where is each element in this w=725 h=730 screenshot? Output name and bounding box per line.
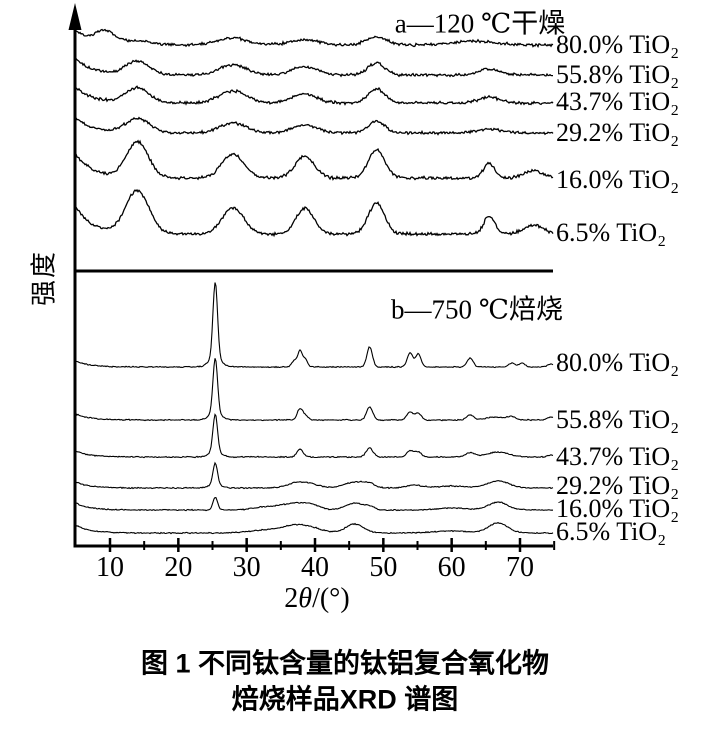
x-tick-label-3: 40 — [300, 552, 329, 583]
theta-symbol: θ — [298, 583, 313, 614]
x-tick-label-5: 60 — [437, 552, 466, 583]
series-label-b-0: 80.0% TiO₂ — [556, 348, 680, 377]
y-axis-arrow-icon — [68, 3, 82, 30]
xrd-curve-a-2 — [75, 85, 554, 106]
xrd-curve-b-1 — [75, 358, 554, 422]
figure-caption-line1: 图 1 不同钛含量的钛铝复合氧化物 — [140, 648, 550, 679]
x-tick-label-4: 50 — [369, 552, 398, 583]
series-label-a-1: 55.8% TiO₂ — [556, 60, 680, 89]
figure-caption-line2: 焙烧样品XRD 谱图 — [231, 684, 459, 715]
series-label-b-2: 43.7% TiO₂ — [556, 442, 680, 471]
xrd-curve-a-0 — [75, 28, 554, 49]
series-label-a-2: 43.7% TiO₂ — [556, 87, 680, 116]
xrd-curve-a-1 — [75, 58, 553, 78]
panel-a-title: a—120 ℃干燥 — [394, 8, 566, 39]
xrd-curve-b-0 — [75, 282, 554, 369]
x-tick-label-6: 70 — [505, 552, 534, 583]
x-tick-label-1: 20 — [164, 552, 193, 583]
x-tick-label-2: 30 — [232, 552, 261, 583]
x-axis-title: 2θ/(°) — [284, 583, 349, 615]
xrd-curve-a-3 — [75, 116, 554, 136]
xrd-curve-b-5 — [75, 521, 554, 535]
xrd-curve-a-5 — [75, 188, 554, 238]
xrd-curve-b-3 — [75, 461, 554, 490]
series-label-a-5: 6.5% TiO₂ — [556, 218, 667, 247]
y-axis-title: 强度 — [29, 249, 59, 307]
xrd-curve-a-4 — [75, 139, 554, 181]
x-axis-title-suffix: /(°) — [312, 583, 350, 614]
series-label-b-5: 6.5% TiO₂ — [556, 517, 667, 546]
x-tick-label-0: 10 — [96, 552, 124, 583]
series-label-a-4: 16.0% TiO₂ — [556, 165, 680, 194]
xrd-plot-canvas — [68, 3, 556, 552]
xrd-curve-b-4 — [75, 497, 554, 512]
series-label-b-3: 29.2% TiO₂ — [556, 471, 680, 500]
series-label-a-3: 29.2% TiO₂ — [556, 118, 680, 147]
panel-b-title: b—750 ℃焙烧 — [391, 294, 563, 325]
xrd-curve-b-2 — [75, 413, 554, 459]
x-axis-title-prefix: 2 — [284, 583, 299, 614]
series-label-a-0: 80.0% TiO₂ — [556, 30, 680, 59]
series-label-b-4: 16.0% TiO₂ — [556, 494, 680, 523]
series-label-b-1: 55.8% TiO₂ — [556, 405, 680, 434]
